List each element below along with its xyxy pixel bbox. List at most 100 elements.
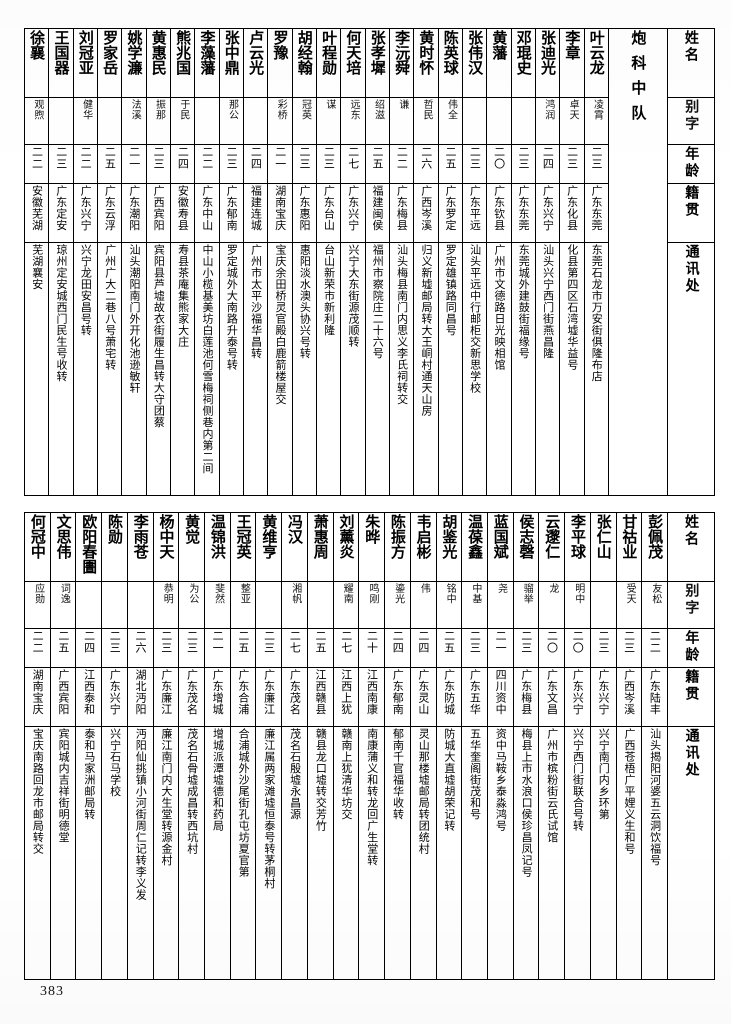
row-label-origin-text: 籍贯: [683, 185, 700, 219]
cell-alias: 明中: [564, 581, 591, 629]
cell-alias: [75, 581, 103, 629]
cell-age-text: 二一: [127, 146, 141, 170]
cell-address-text: 广州市文德路日光映相馆: [492, 244, 506, 371]
cell-address-text: 兴宁西门街联合号转: [571, 728, 585, 832]
cell-alias-text: 斐然: [212, 583, 224, 604]
cell-age: 二六: [413, 144, 439, 184]
cell-origin-text: 广西宾阳: [152, 185, 166, 231]
row-label-address-text: 通讯处: [683, 244, 700, 295]
cell-name: 何冠中: [24, 512, 51, 582]
cell-alias: 恭明: [152, 581, 180, 629]
cell-origin-text: 广西岑溪: [622, 669, 636, 715]
cell-alias: 凌霄: [583, 97, 609, 145]
cell-age-text: 二四: [541, 146, 555, 170]
cell-age: 二一: [121, 144, 147, 184]
cell-age-text: 二五: [103, 146, 117, 170]
cell-age-text: 二三: [159, 630, 173, 654]
cell-address: 东莞城外建鼓街福缘号: [510, 242, 536, 496]
cell-name-text: 何冠中: [28, 514, 47, 559]
cell-age: 二三: [559, 144, 585, 184]
cell-age-text: 二一: [273, 146, 287, 170]
cell-name-text: 黄惠民: [149, 30, 168, 75]
cell-age-text: 二三: [185, 630, 199, 654]
cell-age: 二四: [169, 144, 196, 184]
cell-age-text: 二三: [468, 146, 482, 170]
cell-alias: 整亚: [229, 581, 257, 629]
cell-age-text: 二七: [339, 630, 353, 654]
cell-address-text: 茂名石殷墟永昌源: [288, 728, 302, 820]
row-label-address: 通讯处: [666, 242, 715, 496]
cell-alias: 鎏光: [384, 581, 411, 629]
cell-name: 云邌仁: [538, 512, 566, 582]
cell-name-text: 叶程勋: [320, 30, 339, 75]
cell-name: 罗豫: [267, 28, 293, 98]
cell-address-text: 广州市槟粉街云氏试馆: [545, 728, 559, 843]
cell-age: 二四: [409, 628, 437, 668]
cell-origin: 广东定安: [48, 183, 74, 243]
cell-name-text: 卢云光: [247, 30, 266, 75]
cell-address-text: 汕头平远中行邮柜交新思学校: [468, 244, 482, 394]
cell-address: 惠阳淡水澳头协兴号转: [291, 242, 317, 496]
cell-alias-text: 伟全: [445, 99, 457, 120]
cell-alias: 冠英: [291, 97, 317, 145]
cell-origin-text: 广东廉江: [262, 669, 276, 715]
cell-address: 增城派潭墟德和药局: [204, 726, 231, 980]
cell-origin: 广东兴宁: [72, 183, 98, 243]
cell-address: 防城大直墟胡荣记转: [435, 726, 463, 980]
cell-address-text: 罗定雄镇路同昌号: [444, 244, 458, 336]
cell-name-text: 张中鼎: [222, 30, 241, 75]
row-label-address-text: 通讯处: [683, 728, 700, 779]
cell-alias: 受天: [615, 581, 643, 629]
cell-address-text: 罗定城外大南路升泰号转: [225, 244, 239, 371]
cell-age-text: 二二: [31, 630, 45, 654]
cell-age: 二四: [384, 628, 411, 668]
cell-age-text: 二五: [442, 630, 456, 654]
cell-address: 兴宁南门内乡环第: [589, 726, 617, 980]
cell-name-text: 萧惠周: [311, 514, 330, 559]
cell-address-text: 郁南千官福华收转: [391, 728, 405, 820]
cell-alias-text: 友松: [649, 583, 661, 604]
cell-alias-text: 受天: [624, 583, 636, 604]
cell-address: 中山小榄基美坊白莲池何雪梅祠侧巷内第二间: [194, 242, 220, 496]
cell-origin: 福建闽侯: [364, 183, 390, 243]
row-label-age-text: 年龄: [683, 630, 700, 664]
cell-age-text: 二二: [79, 146, 93, 170]
cell-name: 罗家岳: [96, 28, 123, 98]
cell-alias: 法溪: [121, 97, 147, 145]
cell-alias: 振那: [145, 97, 171, 145]
cell-age: 二〇: [564, 628, 591, 668]
cell-alias: 为公: [178, 581, 206, 629]
cell-age: 二二: [641, 628, 668, 668]
cell-alias: 应勋: [24, 581, 51, 629]
cell-alias-text: 恭明: [161, 583, 173, 604]
cell-alias: [194, 97, 220, 145]
cell-origin: 广西宾阳: [145, 183, 171, 243]
cell-origin: 安徽寿县: [169, 183, 196, 243]
cell-alias-text: 鸣刚: [366, 583, 378, 604]
cell-origin-text: 福建闽侯: [371, 185, 385, 231]
cell-origin-text: 广东中山: [200, 185, 214, 231]
row-address: 宝庆南路回龙市邮局转交 宾阳城内吉祥街明德堂 泰和马家洲邮局转 兴宁石马学校 沔阳仙挑镇…: [24, 726, 715, 980]
cell-address: 灵山那楼墟邮局转团统村: [409, 726, 437, 980]
cell-alias: [589, 581, 617, 629]
cell-address: 汕头兴宁西门街燕昌隆: [534, 242, 561, 496]
cell-name: 李雨苍: [126, 512, 154, 582]
cell-origin-text: 江西泰和: [82, 669, 96, 715]
cell-alias-text: 鸿润: [542, 99, 554, 120]
cell-age: 二五: [229, 628, 257, 668]
cell-age: 二三: [178, 628, 206, 668]
cell-name: 陈勋: [101, 512, 128, 582]
cell-name-text: 云邌仁: [543, 514, 562, 559]
cell-alias-text: 铭中: [444, 583, 456, 604]
cell-origin: 广东梅县: [512, 667, 540, 727]
cell-address: 东莞石龙市万安街俱隆布店: [583, 242, 609, 496]
row-origin: 安徽芜湖 广东定安 广东兴宁 广东云浮 广东潮阳 广西宾阳 安徽寿县 广东中山 广东郁南 福建连城…: [23, 183, 715, 243]
cell-age: 二三: [145, 144, 171, 184]
cell-name: 陈英球: [437, 28, 463, 98]
cell-name-text: 陈英球: [441, 30, 460, 75]
cell-age-text: 二五: [236, 630, 250, 654]
cell-alias: 于民: [169, 97, 196, 145]
cell-origin: 福建连城: [242, 183, 269, 243]
cell-name: 黄觉: [178, 512, 206, 582]
